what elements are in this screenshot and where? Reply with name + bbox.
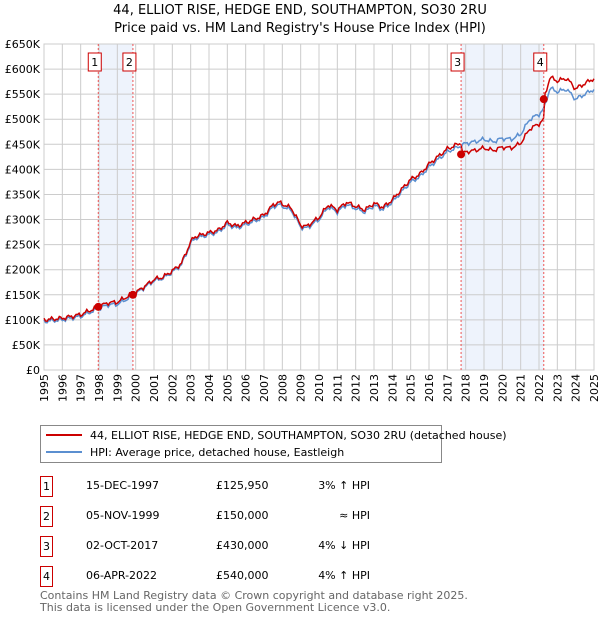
y-tick-label: £50K <box>12 339 41 352</box>
sale-label-box <box>450 52 465 72</box>
x-tick-label: 2018 <box>460 374 473 402</box>
x-tick-label: 2021 <box>515 374 528 402</box>
x-tick-label: 1995 <box>38 374 51 402</box>
chart-title: 44, ELLIOT RISE, HEDGE END, SOUTHAMPTON,… <box>113 3 487 18</box>
plot-area: 1995 1996 1997 1998 1999 2000 2001 2002 2003 2004… <box>5 38 600 402</box>
sale-row: 1 15-DEC-1997 £125,950 3% ↑ HPI <box>40 476 440 497</box>
y-tick-label: £350K <box>5 188 41 201</box>
sale-price: £150,000 <box>216 509 269 522</box>
sale-price: £540,000 <box>216 569 269 582</box>
sale-label: 1 <box>91 56 98 69</box>
x-tick-label: 1998 <box>93 374 106 402</box>
sale-marker-label: 4 <box>40 566 53 587</box>
x-tick-label: 2002 <box>166 374 179 402</box>
x-tick-label: 2016 <box>423 374 436 402</box>
legend-label: 44, ELLIOT RISE, HEDGE END, SOUTHAMPTON,… <box>90 428 507 442</box>
x-tick-label: 2025 <box>588 374 600 402</box>
x-tick-label: 2014 <box>386 374 399 402</box>
x-tick-label: 2023 <box>551 374 564 402</box>
y-tick-label: £0 <box>26 364 40 377</box>
sale-hpi-diff: 4% ↑ HPI <box>318 569 370 582</box>
sale-label: 2 <box>126 56 133 69</box>
sale-hpi-diff: ≈ HPI <box>339 509 370 522</box>
x-tick-label: 2015 <box>405 374 418 402</box>
footer: Contains HM Land Registry data © Crown c… <box>40 590 468 614</box>
y-tick-label: £600K <box>5 63 41 76</box>
x-tick-label: 2000 <box>130 374 143 402</box>
x-tick-label: 2017 <box>441 374 454 402</box>
sale-point <box>128 290 137 299</box>
sale-label: 3 <box>454 56 461 69</box>
sale-row: 3 02-OCT-2017 £430,000 4% ↓ HPI <box>40 536 440 557</box>
sale-point <box>94 302 103 311</box>
sale-point <box>539 95 548 104</box>
x-tick-label: 2012 <box>350 374 363 402</box>
sale-label-box <box>87 52 102 72</box>
y-tick-label: £150K <box>5 289 41 302</box>
x-tick-label: 2009 <box>295 374 308 402</box>
x-tick-label: 2019 <box>478 374 491 402</box>
y-tick-label: £300K <box>5 214 41 227</box>
x-tick-label: 2004 <box>203 374 216 402</box>
y-tick-label: £500K <box>5 113 41 126</box>
legend-label: HPI: Average price, detached house, East… <box>90 445 345 459</box>
sale-hpi-diff: 4% ↓ HPI <box>318 539 370 552</box>
footer-line: Contains HM Land Registry data © Crown c… <box>40 589 468 602</box>
shaded-period <box>98 44 133 370</box>
y-tick-label: £450K <box>5 138 41 151</box>
sale-date: 06-APR-2022 <box>86 569 158 582</box>
sale-price: £125,950 <box>216 479 269 492</box>
x-tick-label: 2020 <box>496 374 509 402</box>
x-tick-label: 2008 <box>276 374 289 402</box>
sale-date: 15-DEC-1997 <box>86 479 160 492</box>
plot-border <box>43 43 595 371</box>
y-tick-label: £400K <box>5 163 41 176</box>
x-tick-label: 2006 <box>240 374 253 402</box>
x-tick-label: 2024 <box>570 374 583 402</box>
x-tick-label: 2001 <box>148 374 161 402</box>
footer-line: This data is licensed under the Open Gov… <box>40 601 391 614</box>
sale-date: 05-NOV-1999 <box>86 509 160 522</box>
legend: 44, ELLIOT RISE, HEDGE END, SOUTHAMPTON,… <box>40 425 507 463</box>
x-tick-label: 2005 <box>221 374 234 402</box>
chart-subtitle: Price paid vs. HM Land Registry's House … <box>114 21 486 36</box>
sale-label: 4 <box>537 56 544 69</box>
y-tick-label: £100K <box>5 314 41 327</box>
sale-row: 2 05-NOV-1999 £150,000 ≈ HPI <box>40 506 440 527</box>
x-tick-label: 1996 <box>56 374 69 402</box>
x-tick-label: 2007 <box>258 374 271 402</box>
y-tick-label: £200K <box>5 264 41 277</box>
sale-marker-label: 1 <box>40 476 53 497</box>
sale-row: 4 06-APR-2022 £540,000 4% ↑ HPI <box>40 566 440 587</box>
x-tick-label: 2011 <box>331 374 344 402</box>
x-tick-label: 2003 <box>185 374 198 402</box>
sale-marker-label: 2 <box>40 506 53 527</box>
sale-price: £430,000 <box>216 539 269 552</box>
sale-point <box>457 150 466 159</box>
x-tick-label: 2013 <box>368 374 381 402</box>
sale-hpi-diff: 3% ↑ HPI <box>318 479 370 492</box>
x-tick-label: 2010 <box>313 374 326 402</box>
x-tick-label: 1999 <box>111 374 124 402</box>
y-tick-label: £650K <box>5 38 41 51</box>
y-tick-label: £250K <box>5 239 41 252</box>
sale-date: 02-OCT-2017 <box>86 539 159 552</box>
x-tick-label: 2022 <box>533 374 546 402</box>
sale-marker-label: 3 <box>40 536 53 557</box>
y-tick-label: £550K <box>5 88 41 101</box>
sale-label-box <box>533 52 548 72</box>
x-tick-label: 1997 <box>75 374 88 402</box>
legend-hpi: HPI: Average price, detached house, East… <box>46 444 344 460</box>
legend-property: 44, ELLIOT RISE, HEDGE END, SOUTHAMPTON,… <box>46 427 507 443</box>
sale-label-box <box>122 52 137 72</box>
